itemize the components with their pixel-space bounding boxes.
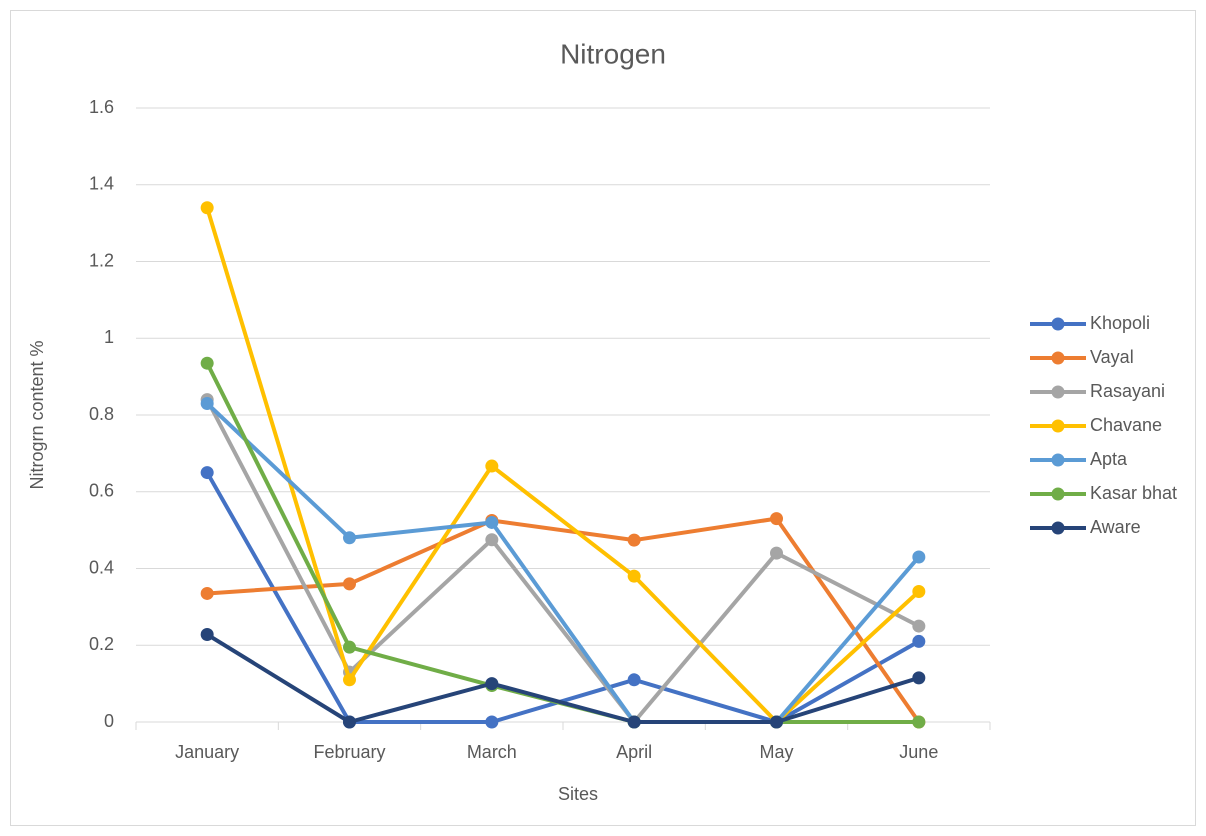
- data-point: [485, 677, 499, 691]
- y-tick-label: 0.8: [89, 404, 114, 424]
- data-point: [770, 715, 783, 729]
- y-tick-label: 0.2: [89, 634, 114, 654]
- series-line: [205, 398, 920, 724]
- legend-marker: [1051, 487, 1065, 501]
- x-tick-label: March: [467, 742, 517, 762]
- data-point: [343, 673, 356, 687]
- legend-marker: [1051, 351, 1065, 365]
- x-tick-label: May: [759, 742, 793, 762]
- data-point: [200, 201, 214, 215]
- data-point: [912, 619, 926, 633]
- legend-label: Apta: [1090, 449, 1128, 469]
- data-point: [343, 531, 356, 545]
- data-point: [343, 715, 356, 729]
- x-tick-label: January: [175, 742, 239, 762]
- legend-label: Khopoli: [1090, 313, 1150, 333]
- series-line: [206, 632, 920, 724]
- legend-label: Chavane: [1090, 415, 1162, 435]
- legend-label: Aware: [1090, 517, 1141, 537]
- data-point: [627, 533, 641, 547]
- x-tick-label: June: [899, 742, 938, 762]
- y-tick-label: 1.6: [89, 97, 114, 117]
- data-point: [343, 640, 356, 654]
- data-point: [200, 396, 214, 410]
- data-point: [200, 466, 214, 480]
- data-point: [485, 459, 499, 473]
- x-axis-label: Sites: [558, 784, 598, 804]
- chart-title: Nitrogen: [560, 38, 666, 69]
- data-point: [912, 585, 926, 599]
- data-point: [770, 512, 783, 526]
- data-point: [912, 634, 926, 648]
- data-point: [912, 550, 926, 564]
- legend-marker: [1051, 385, 1065, 399]
- data-point: [343, 577, 356, 591]
- chart-border: [10, 10, 1196, 826]
- legend-marker: [1051, 317, 1065, 331]
- legend-marker: [1051, 453, 1065, 467]
- y-tick-label: 0: [104, 711, 114, 731]
- data-point: [200, 356, 214, 370]
- series-line: [205, 402, 921, 724]
- data-point: [770, 546, 783, 560]
- y-tick-label: 0.4: [89, 557, 114, 577]
- legend-marker: [1051, 521, 1065, 535]
- data-point: [485, 715, 499, 729]
- data-point: [627, 715, 641, 729]
- data-point: [485, 515, 499, 529]
- legend-marker: [1051, 419, 1065, 433]
- y-tick-label: 1.2: [89, 250, 114, 270]
- data-point: [200, 628, 214, 642]
- data-point: [912, 715, 926, 729]
- data-point: [627, 569, 641, 583]
- data-point: [912, 671, 926, 685]
- y-tick-label: 1.4: [89, 174, 114, 194]
- legend-label: Vayal: [1090, 347, 1134, 367]
- data-point: [627, 673, 641, 687]
- y-tick-label: 1: [104, 327, 114, 347]
- data-point: [485, 533, 499, 547]
- legend-label: Kasar bhat: [1090, 483, 1177, 503]
- y-tick-label: 0.6: [89, 481, 114, 501]
- series-line: [207, 516, 921, 724]
- x-tick-label: April: [616, 742, 652, 762]
- data-point: [200, 586, 214, 600]
- y-axis-label: Nitrogrn content %: [27, 340, 47, 489]
- x-tick-label: February: [313, 742, 385, 762]
- legend-label: Rasayani: [1090, 381, 1165, 401]
